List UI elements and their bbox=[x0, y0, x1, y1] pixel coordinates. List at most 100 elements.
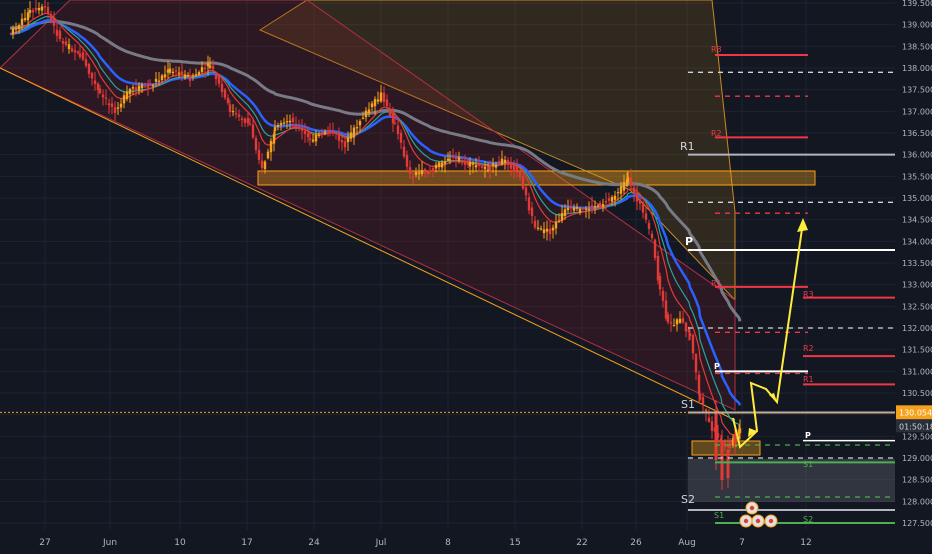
candle-body bbox=[101, 94, 105, 98]
candle-body bbox=[251, 124, 255, 138]
candle-body bbox=[143, 86, 147, 88]
candle-body bbox=[334, 132, 338, 135]
candle-body bbox=[43, 6, 47, 8]
candle-body bbox=[137, 85, 141, 91]
candle-body bbox=[509, 162, 513, 169]
channel-outer-line bbox=[0, 67, 736, 421]
candle-body bbox=[731, 438, 735, 446]
price-axis-bg bbox=[895, 0, 932, 550]
candle-body bbox=[174, 70, 178, 72]
candle-body bbox=[90, 72, 94, 79]
y-tick-label: 138.500 bbox=[902, 42, 932, 51]
candle-body bbox=[506, 160, 510, 166]
candle-body bbox=[650, 233, 654, 239]
candle-body bbox=[122, 95, 126, 104]
candles bbox=[11, 0, 742, 490]
y-tick-label: 132.500 bbox=[902, 302, 932, 311]
candle-body bbox=[681, 318, 685, 323]
candle-body bbox=[34, 7, 38, 11]
candle-body bbox=[530, 207, 534, 217]
candle-body bbox=[572, 207, 576, 211]
candle-body bbox=[560, 213, 564, 221]
candle-body bbox=[28, 10, 32, 13]
candle-body bbox=[584, 208, 588, 210]
candle-body bbox=[512, 163, 516, 172]
candle-body bbox=[669, 322, 673, 324]
candle-body bbox=[641, 202, 645, 213]
candle-body bbox=[707, 417, 711, 422]
candle-body bbox=[497, 161, 501, 164]
candle-body bbox=[254, 138, 258, 151]
candle-body bbox=[157, 80, 161, 82]
candle-body bbox=[55, 29, 59, 36]
candle-body bbox=[488, 165, 492, 171]
candle-body bbox=[527, 197, 531, 211]
candle-body bbox=[601, 203, 605, 207]
candle-body bbox=[411, 176, 415, 178]
candle-body bbox=[434, 164, 438, 169]
candle-body bbox=[491, 163, 495, 166]
candle-body bbox=[726, 450, 730, 478]
candle-body bbox=[273, 127, 277, 131]
candle-body bbox=[626, 177, 630, 183]
candle-body bbox=[119, 103, 123, 108]
candle-body bbox=[64, 41, 68, 46]
candle-body bbox=[619, 186, 623, 194]
candle-body bbox=[590, 205, 594, 209]
y-tick-label: 131.000 bbox=[902, 367, 932, 376]
candle-body bbox=[317, 134, 321, 136]
right-p-label: P bbox=[805, 431, 811, 440]
candle-body bbox=[661, 290, 665, 301]
candle-body bbox=[457, 157, 461, 161]
candle-body bbox=[288, 120, 292, 123]
current-price-tag bbox=[896, 405, 932, 420]
candle-body bbox=[23, 18, 27, 21]
candle-body bbox=[294, 124, 298, 129]
candle-body bbox=[203, 67, 207, 70]
candle-body bbox=[180, 71, 184, 75]
current-price-value: 130.054 bbox=[899, 408, 932, 417]
candle-body bbox=[460, 161, 464, 164]
candle-body bbox=[208, 65, 212, 68]
candle-body bbox=[593, 205, 597, 208]
candle-body bbox=[328, 131, 332, 133]
candle-body bbox=[446, 158, 450, 161]
candle-body bbox=[98, 88, 102, 94]
candle-body bbox=[632, 187, 636, 194]
candle-body bbox=[563, 209, 567, 216]
candle-body bbox=[466, 160, 470, 165]
projection-arrowhead-mid bbox=[769, 393, 777, 402]
candle-body bbox=[226, 97, 230, 104]
candle-body bbox=[87, 64, 91, 74]
candle-body bbox=[171, 71, 175, 74]
candle-body bbox=[78, 53, 82, 57]
x-tick-label: 17 bbox=[241, 538, 252, 548]
candle-body bbox=[666, 314, 670, 323]
candle-body bbox=[364, 110, 368, 118]
candle-body bbox=[701, 397, 705, 405]
event-icon-dot bbox=[749, 505, 755, 511]
candle-body bbox=[58, 30, 62, 39]
x-tick-label: Jun bbox=[102, 538, 117, 548]
bottom-s1-label: S1 bbox=[714, 511, 724, 520]
candle-body bbox=[431, 168, 435, 172]
candle-body bbox=[463, 160, 467, 165]
candle-body bbox=[733, 435, 737, 445]
candle-body bbox=[477, 164, 481, 166]
candle-body bbox=[96, 83, 100, 91]
candle-body bbox=[405, 155, 409, 167]
candle-body bbox=[704, 409, 708, 413]
candle-body bbox=[420, 169, 424, 174]
candle-body bbox=[151, 84, 155, 87]
y-tick-label: 138.000 bbox=[902, 64, 932, 73]
candle-body bbox=[515, 166, 519, 171]
candle-body bbox=[539, 228, 543, 230]
candle-body bbox=[468, 161, 472, 167]
candle-body bbox=[664, 300, 668, 319]
candle-body bbox=[644, 213, 648, 220]
candle-body bbox=[107, 103, 111, 106]
weekly-p-label: P bbox=[685, 235, 693, 248]
candle-body bbox=[426, 172, 430, 174]
